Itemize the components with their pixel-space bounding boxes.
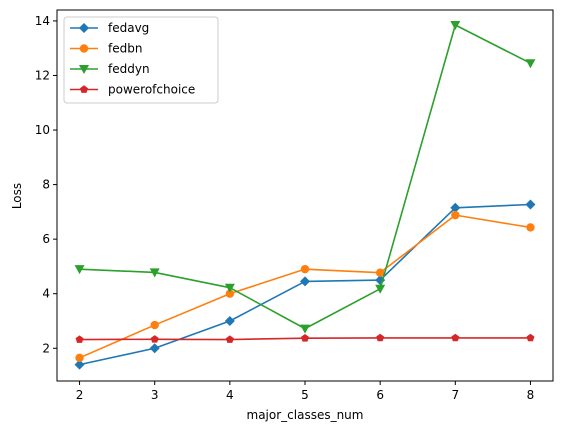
data-point-fedavg — [224, 315, 235, 326]
data-point-powerofchoice — [301, 333, 309, 342]
data-point-powerofchoice — [75, 335, 84, 343]
x-tick-label: 3 — [151, 388, 159, 402]
data-point-feddyn — [224, 283, 235, 293]
data-point-fedavg — [525, 199, 536, 210]
y-tick-label: 14 — [35, 14, 50, 28]
legend-box — [63, 16, 219, 104]
data-point-fedbn — [300, 264, 310, 274]
series-layer — [74, 21, 536, 370]
data-point-feddyn — [450, 21, 461, 31]
data-point-fedbn — [375, 268, 385, 277]
data-point-fedavg — [74, 359, 85, 370]
x-tick-label: 8 — [527, 388, 535, 402]
x-tick-label: 7 — [451, 388, 459, 402]
y-tick-label: 12 — [35, 68, 50, 82]
legend-marker-feddyn — [79, 65, 89, 74]
x-tick-label: 5 — [301, 388, 309, 402]
y-tick-label: 2 — [42, 341, 50, 355]
data-point-feddyn — [300, 324, 310, 334]
y-axis: 2 4 6 8 10 12 14 — [35, 14, 57, 355]
data-point-fedavg — [149, 343, 160, 354]
data-point-fedavg — [450, 202, 461, 213]
x-tick-label: 2 — [76, 388, 84, 402]
data-point-powerofchoice — [526, 333, 535, 342]
data-point-feddyn — [375, 284, 386, 294]
data-point-fedbn — [225, 289, 235, 298]
data-point-feddyn — [74, 265, 85, 275]
legend-label-feddyn: feddyn — [108, 62, 150, 76]
legend-label-powerofchoice: powerofchoice — [108, 83, 195, 97]
data-point-feddyn — [525, 59, 536, 69]
x-axis-label: major_classes_num — [247, 408, 364, 422]
data-point-powerofchoice — [376, 333, 385, 342]
legend: fedavg fedbn feddyn powerofchoice — [63, 16, 219, 104]
data-point-powerofchoice — [451, 333, 460, 342]
data-point-feddyn — [149, 268, 160, 278]
y-axis-label: Loss — [10, 183, 24, 209]
legend-marker-fedavg — [79, 23, 89, 33]
y-tick-label: 8 — [42, 178, 50, 192]
x-axis: 2 3 4 5 6 7 8 — [76, 381, 535, 402]
x-tick-label: 4 — [226, 388, 234, 402]
legend-marker-powerofchoice — [80, 85, 88, 93]
data-point-fedbn — [150, 320, 159, 330]
data-point-powerofchoice — [225, 335, 234, 343]
legend-label-fedavg: fedavg — [108, 21, 149, 35]
y-tick-label: 4 — [42, 287, 50, 301]
data-point-powerofchoice — [150, 335, 159, 343]
data-point-fedbn — [451, 210, 460, 220]
legend-marker-fedbn — [79, 44, 89, 53]
x-tick-label: 6 — [376, 388, 384, 402]
y-tick-label: 10 — [35, 123, 50, 137]
data-point-fedbn — [75, 353, 84, 363]
legend-label-fedbn: fedbn — [108, 42, 142, 56]
y-tick-label: 6 — [42, 232, 50, 246]
data-point-fedbn — [526, 223, 535, 232]
data-point-fedavg — [300, 276, 310, 287]
